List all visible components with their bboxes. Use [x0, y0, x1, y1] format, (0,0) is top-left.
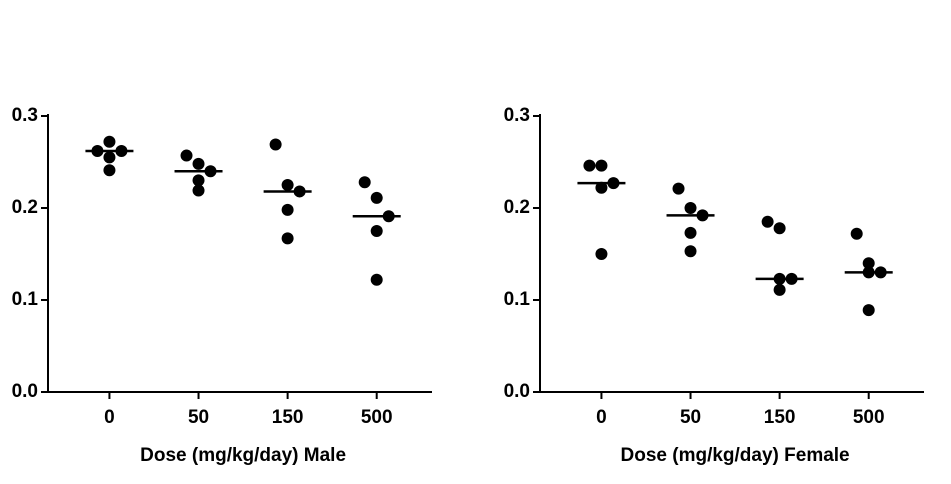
x-axis-label: Dose (mg/kg/day) Male	[140, 445, 346, 466]
data-point	[103, 151, 116, 164]
data-point	[684, 226, 697, 239]
data-point	[358, 176, 371, 189]
x-tick-label: 150	[272, 407, 304, 428]
data-point	[192, 174, 205, 187]
y-tick-label: 0.0	[504, 381, 530, 402]
data-point	[595, 181, 608, 194]
data-point	[850, 227, 863, 240]
y-tick-label: 0.1	[12, 289, 39, 310]
data-point	[595, 159, 608, 172]
data-point	[281, 203, 294, 216]
x-tick-label: 500	[361, 407, 393, 428]
data-point	[103, 164, 116, 177]
data-point	[269, 138, 282, 151]
y-tick-label: 0.2	[12, 197, 38, 218]
data-point	[370, 273, 383, 286]
data-point	[281, 232, 294, 245]
y-tick-label: 0.2	[504, 197, 530, 218]
data-point	[103, 135, 116, 148]
data-point	[862, 304, 875, 317]
x-tick-label: 50	[188, 407, 209, 428]
x-axis-label: Dose (mg/kg/day) Female	[621, 445, 850, 466]
x-tick-label: 0	[596, 407, 607, 428]
data-point	[370, 191, 383, 204]
data-point	[192, 184, 205, 197]
data-point	[773, 222, 786, 235]
y-tick-label: 0.3	[12, 105, 38, 126]
data-point	[862, 257, 875, 270]
data-point	[192, 157, 205, 170]
x-tick-label: 500	[853, 407, 885, 428]
x-tick-label: 50	[680, 407, 701, 428]
data-point	[773, 283, 786, 296]
data-point	[684, 245, 697, 258]
y-tick-label: 0.3	[504, 105, 530, 126]
x-tick-label: 150	[764, 407, 796, 428]
data-point	[761, 215, 774, 228]
data-point	[583, 159, 596, 172]
data-point	[595, 248, 608, 260]
data-point	[281, 179, 294, 191]
y-tick-label: 0.0	[12, 381, 38, 402]
data-point	[684, 202, 697, 214]
x-tick-label: 0	[104, 407, 115, 428]
data-point	[672, 182, 685, 195]
y-tick-label: 0.1	[504, 289, 531, 310]
data-point	[180, 149, 193, 162]
data-point	[370, 225, 383, 237]
